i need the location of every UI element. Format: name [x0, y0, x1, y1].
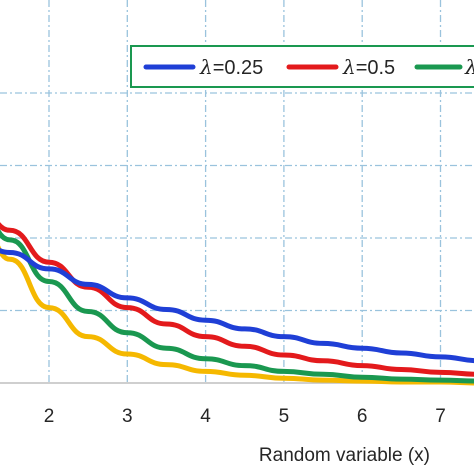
x-tick-label: 2 — [44, 406, 55, 427]
series-line-1 — [0, 247, 474, 364]
series-line-4 — [0, 245, 474, 386]
legend: λ=0.25 λ=0.5 λ — [130, 45, 474, 88]
x-tick-labels: 2 3 4 5 6 7 — [44, 406, 446, 427]
x-axis-label: Random variable (x) — [259, 445, 430, 466]
x-tick-label: 6 — [357, 406, 368, 427]
series-line-3 — [0, 228, 474, 384]
legend-label-series-3: λ — [464, 55, 474, 79]
x-tick-label: 4 — [200, 406, 211, 427]
x-tick-label: 7 — [435, 406, 446, 427]
x-tick-label: 3 — [122, 406, 133, 427]
series-line-2 — [0, 221, 474, 377]
legend-label-series-2: λ=0.5 — [342, 55, 395, 79]
series-lines — [0, 221, 474, 386]
x-tick-label: 5 — [279, 406, 290, 427]
legend-label-series-1: λ=0.25 — [199, 55, 263, 79]
